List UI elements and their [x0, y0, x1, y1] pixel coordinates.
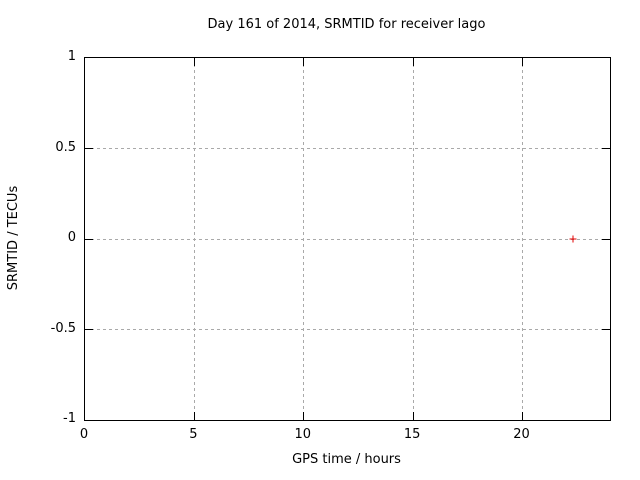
tick-mark [303, 412, 305, 420]
tick-mark [602, 148, 610, 149]
gridline-horizontal [85, 148, 610, 149]
plot-area [84, 57, 611, 421]
tick-mark [602, 238, 610, 240]
gridline-horizontal [85, 238, 610, 240]
x-tick-label: 0 [79, 427, 89, 442]
tick-mark [193, 412, 195, 420]
y-tick-label: -0.5 [50, 320, 76, 336]
tick-mark [412, 58, 414, 66]
x-tick-label: 20 [513, 427, 530, 442]
y-tick-label: 0 [67, 230, 76, 245]
x-tick-label: 10 [294, 427, 312, 442]
chart-title: Day 161 of 2014, SRMTID for receiver lag… [207, 17, 486, 32]
tick-mark [602, 329, 610, 330]
y-tick-label: 1 [67, 49, 76, 64]
tick-mark [85, 148, 93, 149]
gridline-horizontal [85, 329, 610, 330]
tick-mark [522, 58, 523, 66]
tick-mark [412, 412, 414, 420]
x-tick-label: 15 [403, 427, 421, 442]
data-point-marker [569, 235, 577, 243]
marker-vertical-bar [572, 235, 574, 243]
y-tick-label: 0.5 [55, 139, 76, 155]
tick-mark [85, 329, 93, 330]
tick-mark [85, 238, 93, 240]
tick-mark [303, 58, 305, 66]
x-tick-label: 5 [189, 427, 198, 442]
tick-mark [522, 412, 523, 420]
x-axis-label: GPS time / hours [292, 452, 401, 467]
y-tick-labels: 1 0.5 0 -0.5 -1 [0, 0, 76, 480]
tick-mark [193, 58, 195, 66]
y-tick-label: -1 [63, 411, 76, 426]
